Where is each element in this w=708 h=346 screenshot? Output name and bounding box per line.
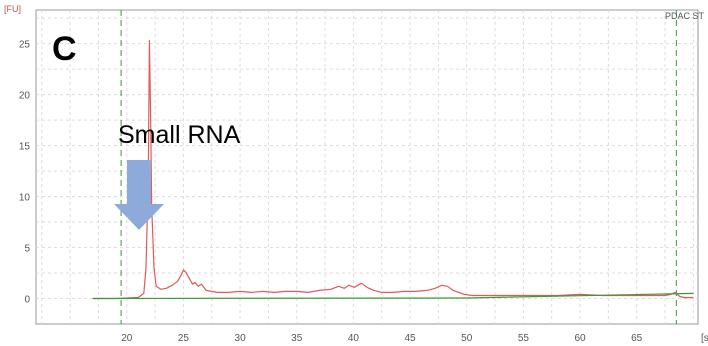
x-tick-label: 50	[461, 333, 473, 344]
x-tick-label: 30	[235, 333, 247, 344]
series-line-2	[92, 292, 694, 300]
marker-lines	[120, 10, 677, 324]
y-tick-label: 15	[19, 142, 31, 153]
y-tick-label: 0	[24, 295, 30, 306]
y-tick-label: 5	[24, 244, 30, 255]
sample-label: PDAC ST	[665, 11, 705, 21]
y-tick-label: 20	[19, 91, 31, 102]
series-layer	[92, 39, 694, 300]
x-tick-label: 35	[291, 333, 303, 344]
x-tick-label: 55	[518, 333, 530, 344]
x-tick-label: 20	[121, 333, 133, 344]
x-axis-unit-label: [s	[701, 333, 708, 344]
x-tick-label: 60	[574, 333, 586, 344]
x-tick-label: 65	[631, 333, 643, 344]
y-tick-label: 10	[19, 193, 31, 204]
series-line-1	[92, 39, 694, 300]
y-axis-ticks: 0 5 10 15 20 25	[19, 40, 31, 306]
panel-letter: C	[52, 30, 77, 68]
x-axis-ticks: 20 25 30 35 40 45 50 55 60 65	[121, 333, 642, 344]
annotation-label: Small RNA	[118, 121, 241, 149]
x-tick-label: 40	[348, 333, 360, 344]
y-axis-unit-label: [FU]	[4, 4, 21, 14]
x-tick-label: 25	[178, 333, 190, 344]
y-tick-label: 25	[19, 40, 31, 51]
x-tick-label: 45	[404, 333, 416, 344]
down-arrow-icon	[114, 160, 164, 230]
